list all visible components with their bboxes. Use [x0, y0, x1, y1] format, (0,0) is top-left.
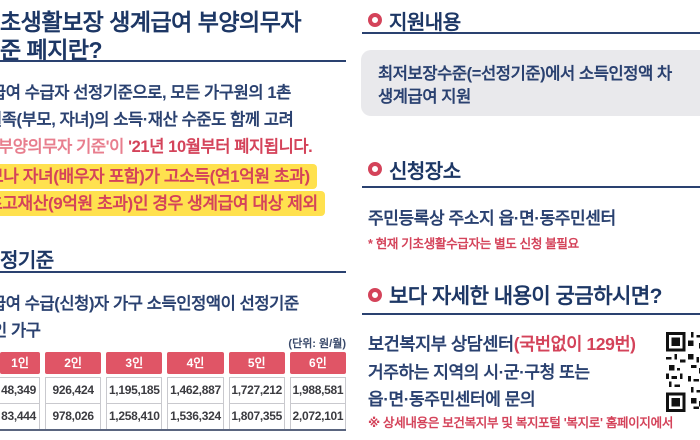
table-bottom-border	[0, 429, 346, 431]
table-cell: 926,424	[45, 377, 102, 404]
circle-bullet-icon	[368, 162, 382, 176]
detail-footnote: ※ 상세내용은 보건복지부 및 복지포털 '복지로' 홈페이지에서	[368, 416, 674, 430]
support-box-line1: 최저보장수준(=선정기준)에서 소득인정액 차	[378, 65, 672, 83]
criteria-section-title: 정기준	[0, 250, 54, 272]
table-cell: 1,988,581	[289, 377, 346, 404]
table-cell: 1,195,185	[106, 377, 163, 404]
circle-bullet-icon	[368, 13, 382, 27]
table-cell: 1,727,212	[228, 377, 285, 404]
support-section-title: 지원내용	[389, 12, 461, 34]
intro-line2: 혈족(부모, 자녀)의 소득·재산 수준도 함께 고려	[0, 111, 294, 129]
criteria-table-header: 1인 2인 3인 4인 5인 6인	[0, 352, 346, 374]
criteria-table-row-2022: 83,444 978,026 1,258,410 1,536,324 1,807…	[0, 403, 346, 430]
exclusion-highlight-line1: 모나 자녀(배우자 포함)가 고소득(연1억원 초과)	[0, 164, 317, 189]
table-cell: 1,536,324	[167, 403, 224, 430]
table-unit-label: (단위: 원/월)	[288, 338, 346, 350]
table-header-cell: 6인	[289, 352, 346, 374]
support-content-box: 최저보장수준(=선정기준)에서 소득인정액 차 생계급여 지원	[361, 50, 700, 116]
page-title-line1: 초생활보장 생계급여 부양의무자	[0, 9, 302, 35]
table-cell: 1,807,355	[228, 403, 285, 430]
contact-line3: 읍·면·동주민센터에 문의	[368, 390, 536, 409]
table-cell: 1,462,887	[167, 377, 224, 404]
apply-section-title: 신청장소	[389, 161, 461, 183]
table-cell: 978,026	[45, 403, 102, 430]
apply-note: * 현재 기초생활수급자는 별도 신청 불필요	[368, 237, 579, 251]
contact-center-name: 보건복지부 상담센터	[368, 334, 514, 354]
apply-location-text: 주민등록상 주소지 읍·면·동주민센터	[368, 209, 616, 228]
criteria-divider	[0, 271, 346, 273]
intro-line3: 부양의무자 기준'이 '21년 10월부터 폐지됩니다.	[0, 133, 313, 157]
table-cell: 83,444	[0, 403, 40, 430]
table-header-cell: 3인	[106, 352, 163, 374]
intro-line1: 급여 수급자 선정기준으로, 모든 가구원의 1촌	[0, 84, 291, 102]
table-header-cell: 1인	[0, 352, 40, 374]
more-info-section-title: 보다 자세한 내용이 궁금하시면?	[389, 285, 663, 308]
table-cell: 2,072,101	[289, 403, 346, 430]
contact-center-line: 보건복지부 상담센터(국번없이 129번)	[368, 331, 636, 356]
contact-phone-number: (국번없이 129번)	[513, 334, 636, 354]
abolished-term: 부양의무자 기준'이	[0, 138, 124, 156]
page-title-line2: 준 폐지란?	[0, 37, 103, 63]
table-header-cell: 4인	[167, 352, 224, 374]
abolish-date-text: '21년 10월부터 폐지됩니다.	[123, 138, 313, 156]
table-cell: 48,349	[0, 377, 40, 404]
qr-code	[666, 332, 700, 412]
support-divider	[362, 32, 700, 34]
more-info-divider	[362, 313, 700, 315]
table-header-cell: 5인	[228, 352, 285, 374]
title-divider	[0, 60, 346, 62]
criteria-line1: 급여 수급(신청)자 가구 소득인정액이 선정기준	[0, 295, 299, 313]
apply-divider	[362, 186, 700, 188]
exclusion-highlight-line2: 초고재산(9억원 초과)인 경우 생계급여 대상 제외	[0, 191, 325, 216]
table-header-cell: 2인	[45, 352, 102, 374]
table-cell: 1,258,410	[106, 403, 163, 430]
criteria-line2: 인 가구	[0, 322, 41, 340]
contact-line2: 거주하는 지역의 시·군·구청 또는	[368, 363, 590, 382]
criteria-table-row-2021: 48,349 926,424 1,195,185 1,462,887 1,727…	[0, 377, 346, 404]
circle-bullet-icon	[368, 288, 382, 302]
support-box-line2: 생계급여 지원	[378, 88, 471, 106]
